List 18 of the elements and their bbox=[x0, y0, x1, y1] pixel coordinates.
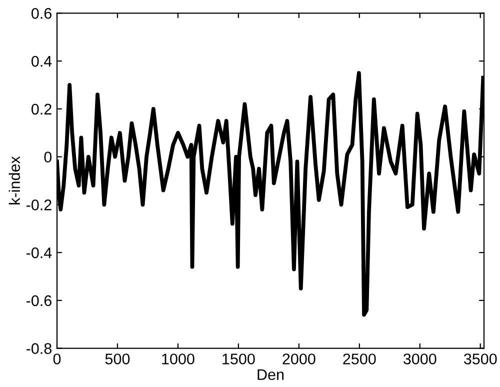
x-tick-label: 3000 bbox=[403, 354, 436, 364]
y-tick-label: 0.6 bbox=[32, 8, 52, 19]
x-tick-label: 1000 bbox=[162, 354, 194, 364]
x-tick-label: 0 bbox=[53, 354, 61, 364]
x-axis-title: Den bbox=[258, 369, 284, 380]
x-tick-label: 2500 bbox=[343, 354, 376, 364]
y-tick-label: -0.4 bbox=[26, 247, 52, 258]
x-tick-label: 3500 bbox=[464, 354, 497, 364]
y-tick-label: -0.2 bbox=[26, 200, 52, 210]
y-tick-label: 0 bbox=[44, 152, 52, 162]
x-tick-label: 2000 bbox=[282, 354, 316, 364]
x-tick-label: 500 bbox=[105, 354, 130, 364]
y-tick-label: 0.4 bbox=[32, 56, 52, 67]
y-tick-label: -0.6 bbox=[26, 295, 52, 306]
x-tick-label: 1500 bbox=[222, 354, 255, 364]
y-tick-label: 0.2 bbox=[32, 104, 52, 115]
y-axis-title: k-index bbox=[8, 156, 20, 204]
y-tick-label: -0.8 bbox=[26, 343, 52, 354]
